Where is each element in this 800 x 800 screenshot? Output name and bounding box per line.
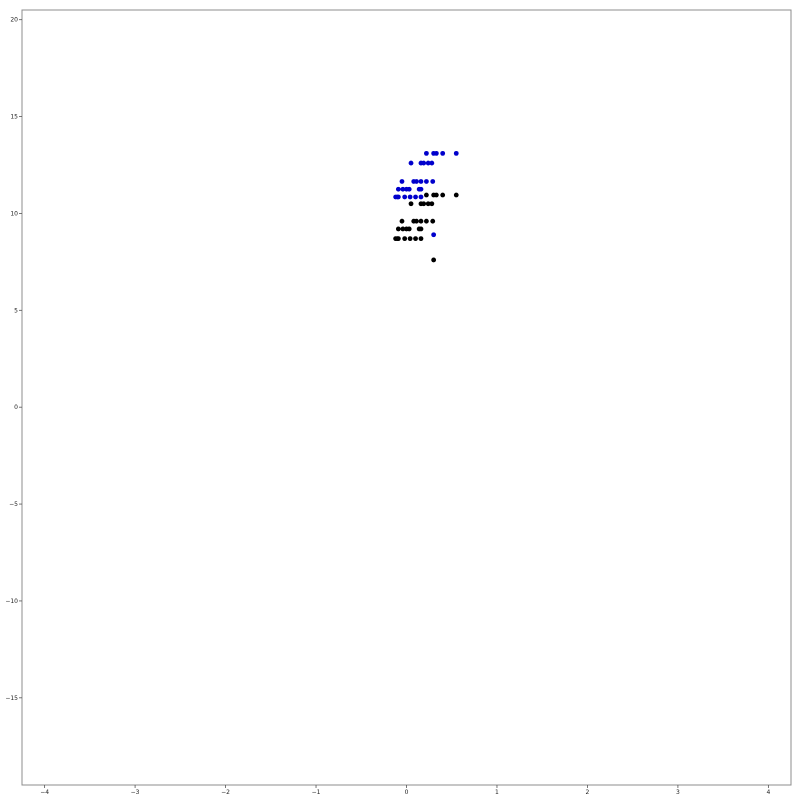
scatter-point — [424, 150, 429, 156]
x-tick-label: 3 — [676, 789, 680, 796]
scatter-point — [424, 218, 429, 224]
scatter-point — [430, 218, 436, 224]
x-tick-label: −2 — [221, 789, 230, 796]
scatter-point — [413, 194, 418, 200]
scatter-point — [413, 236, 418, 242]
scatter-point — [406, 226, 412, 232]
scatter-point — [400, 186, 406, 192]
scatter-point — [406, 186, 412, 192]
scatter-point — [399, 179, 405, 184]
scatter-point — [418, 179, 424, 184]
scatter-point — [407, 194, 413, 200]
y-tick-label: −10 — [5, 598, 18, 605]
scatter-point — [424, 192, 429, 198]
scatter-point — [453, 150, 459, 156]
scatter-point — [408, 160, 414, 166]
scatter-point — [407, 236, 413, 242]
scatter-point — [433, 150, 439, 156]
scatter-point — [421, 201, 427, 207]
scatter-point — [453, 192, 459, 198]
plot-area — [21, 9, 792, 786]
x-tick-label: 0 — [405, 789, 409, 796]
scatter-point — [418, 236, 424, 242]
scatter-point — [431, 257, 437, 263]
scatter-point — [400, 226, 406, 232]
x-tick-label: 4 — [766, 789, 770, 796]
scatter-point — [425, 160, 431, 166]
scatter-point — [430, 179, 436, 184]
x-tick-label: −4 — [40, 789, 49, 796]
scatter-point — [402, 194, 408, 200]
scatter-point — [402, 236, 408, 242]
scatter-point — [418, 186, 424, 192]
scatter-point — [440, 192, 446, 198]
scatter-point — [414, 218, 419, 224]
series-0 — [393, 150, 459, 238]
scatter-point — [421, 160, 427, 166]
scatter-point — [440, 150, 446, 156]
y-tick-label: 5 — [14, 307, 18, 314]
scatter-point — [414, 179, 419, 184]
scatter-point — [433, 192, 439, 198]
x-tick-label: −1 — [312, 789, 321, 796]
scatter-point — [418, 218, 424, 224]
y-tick-label: −15 — [5, 695, 18, 702]
scatter-point — [395, 194, 401, 200]
scatter-point — [395, 236, 401, 242]
x-axis: −4 −3 −2 −1 0 1 2 3 4 — [40, 785, 770, 796]
series-1 — [393, 192, 459, 263]
scatter-point — [429, 201, 435, 207]
y-tick-label: 10 — [10, 210, 18, 217]
scatter-point — [399, 218, 405, 224]
scatter-point — [395, 226, 401, 232]
scatter-point — [395, 186, 401, 192]
y-tick-label: −5 — [9, 501, 18, 508]
scatter-point — [429, 160, 435, 166]
y-axis: −15 −10 −5 0 5 10 15 20 — [5, 17, 22, 702]
y-tick-label: 0 — [14, 404, 18, 411]
scatter-point — [431, 232, 437, 238]
y-tick-label: 15 — [10, 114, 18, 121]
y-tick-label: 20 — [10, 17, 18, 24]
x-tick-label: 1 — [495, 789, 499, 796]
data-points — [393, 150, 459, 263]
scatter-point — [418, 226, 424, 232]
x-tick-label: 2 — [586, 789, 590, 796]
scatter-point — [424, 179, 429, 184]
scatter-point — [425, 201, 431, 207]
x-tick-label: −3 — [131, 789, 140, 796]
scatter-point — [408, 201, 414, 207]
scatter-point — [418, 194, 424, 200]
